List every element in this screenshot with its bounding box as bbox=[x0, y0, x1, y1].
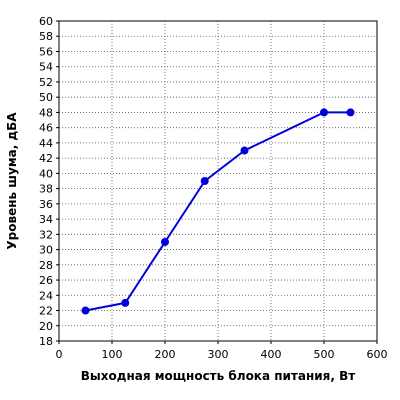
data-point bbox=[200, 177, 209, 185]
data-point bbox=[320, 108, 328, 117]
grid bbox=[59, 21, 377, 341]
axis-ticks: 18 20 22 24 26 28 30 32 34 36 38 40 42 44 46 48 50 52 54 56… bbox=[39, 15, 388, 361]
x-tick-label: 500 bbox=[314, 348, 335, 361]
data-point bbox=[240, 146, 249, 155]
data-point bbox=[346, 108, 355, 117]
y-tick-label: 48 bbox=[39, 106, 53, 119]
y-tick-label: 24 bbox=[39, 289, 53, 302]
x-axis-title: Выходная мощность блока питания, Вт bbox=[81, 369, 356, 383]
y-tick-label: 38 bbox=[39, 183, 53, 196]
y-tick-label: 30 bbox=[39, 244, 53, 257]
y-tick-label: 34 bbox=[39, 213, 53, 226]
y-tick-label: 18 bbox=[39, 335, 53, 348]
y-tick-label: 46 bbox=[39, 122, 53, 135]
plot-frame bbox=[58, 20, 378, 342]
y-tick-label: 50 bbox=[39, 91, 53, 104]
x-tick-label: 600 bbox=[367, 348, 388, 361]
data-point bbox=[121, 298, 130, 307]
y-tick-label: 28 bbox=[39, 259, 53, 272]
x-tick-label: 200 bbox=[155, 348, 176, 361]
y-tick-label: 22 bbox=[39, 305, 53, 318]
y-tick-label: 56 bbox=[39, 45, 53, 58]
x-tick-label: 100 bbox=[102, 348, 123, 361]
x-tick-label: 300 bbox=[208, 348, 229, 361]
y-tick-label: 40 bbox=[39, 167, 53, 180]
y-tick-label: 32 bbox=[39, 228, 53, 241]
y-tick-label: 26 bbox=[39, 274, 53, 287]
y-tick-label: 42 bbox=[39, 152, 53, 165]
data-point bbox=[161, 237, 169, 246]
y-tick-label: 52 bbox=[39, 76, 53, 89]
y-tick-label: 44 bbox=[39, 137, 53, 150]
x-tick-label: 400 bbox=[261, 348, 282, 361]
data-series bbox=[81, 108, 355, 315]
y-tick-label: 58 bbox=[39, 30, 53, 43]
y-tick-label: 60 bbox=[39, 15, 53, 28]
y-tick-label: 54 bbox=[39, 61, 53, 74]
y-tick-label: 20 bbox=[39, 320, 53, 333]
y-tick-label: 36 bbox=[39, 198, 53, 211]
x-tick-label: 0 bbox=[56, 348, 63, 361]
y-axis-title: Уровень шума, дБА bbox=[5, 112, 19, 250]
data-point bbox=[81, 306, 90, 315]
